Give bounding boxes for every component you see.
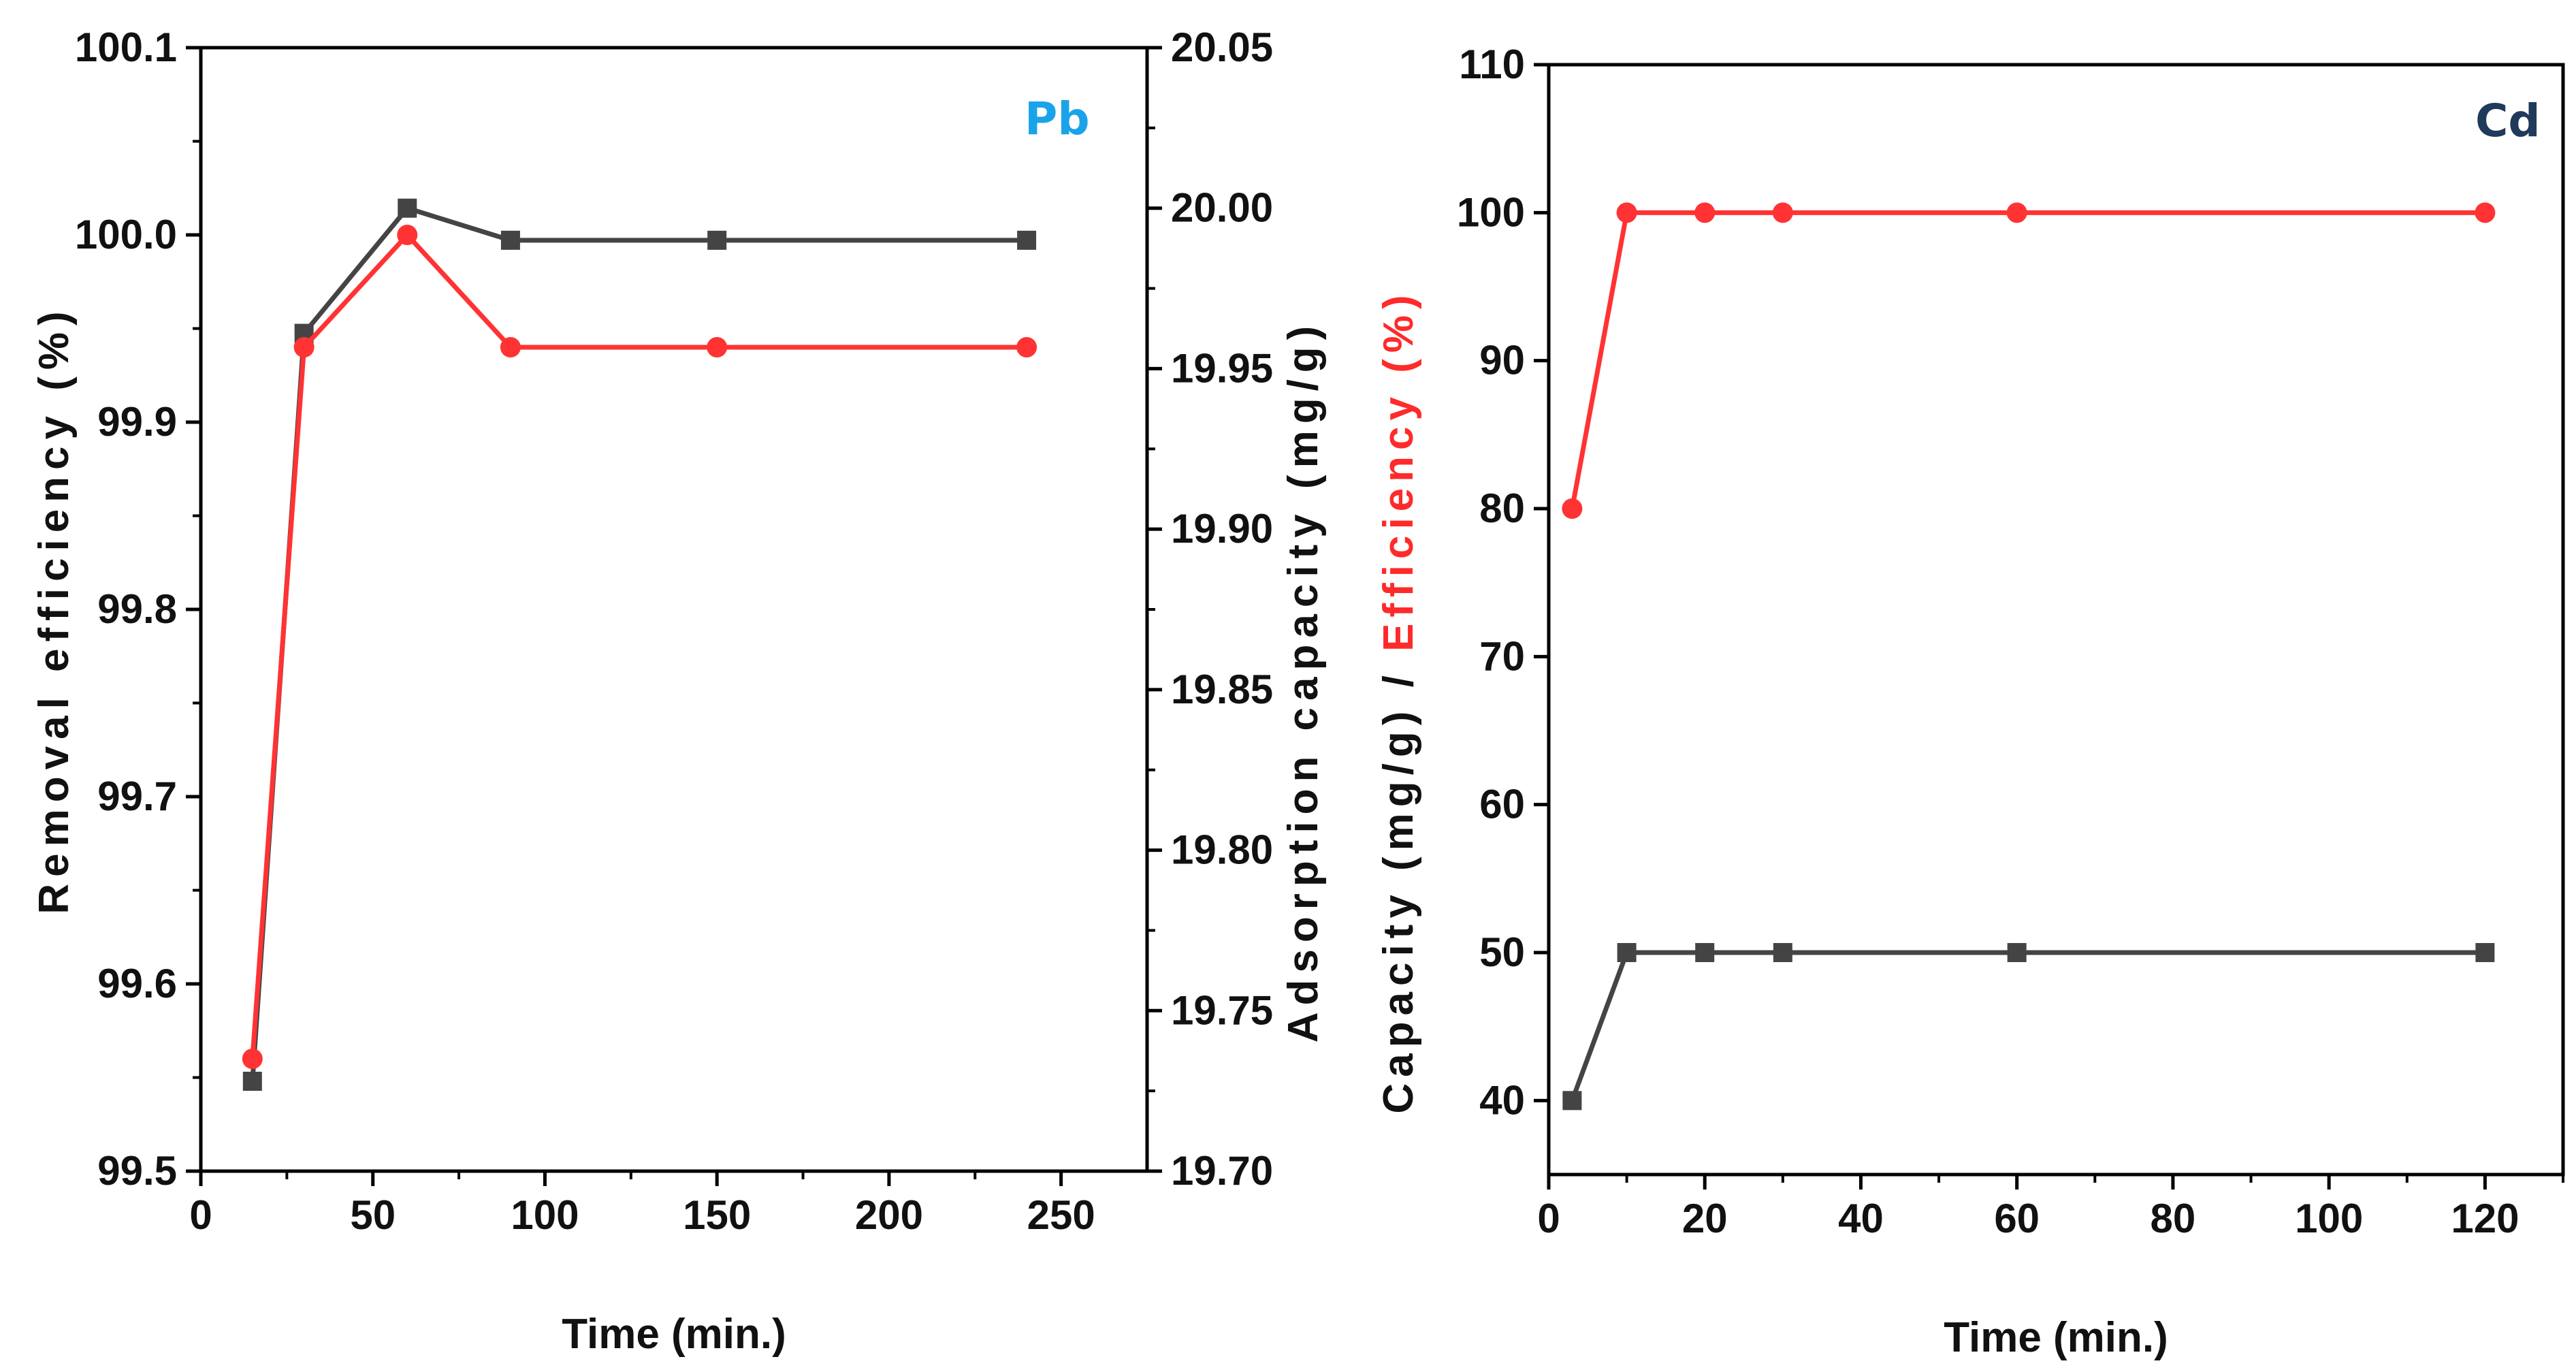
pb-left-tick-label-1: 99.6 bbox=[97, 961, 177, 1006]
pb-left-tick-label-5: 100.0 bbox=[75, 212, 177, 257]
cd-y-tick-label-0: 40 bbox=[1479, 1077, 1525, 1123]
pb-x-tick-label-5: 250 bbox=[1027, 1192, 1095, 1238]
pb-efficiency-point-0 bbox=[242, 1049, 263, 1069]
pb-left-tick-label-3: 99.8 bbox=[97, 586, 177, 632]
cd-capacity-point-4 bbox=[2007, 943, 2027, 962]
cd-x-tick-label-1: 20 bbox=[1682, 1196, 1728, 1241]
cd-series bbox=[1562, 202, 2496, 1111]
cd-y-axis-title: Capacity (mg/g) / Efficiency (%) bbox=[1375, 289, 1422, 1113]
pb-right-tick-label-5: 19.95 bbox=[1171, 345, 1273, 391]
cd-x-tick-label-4: 80 bbox=[2151, 1196, 2196, 1241]
pb-right-tick-label-3: 19.85 bbox=[1171, 667, 1273, 712]
cd-y-tick-label-4: 80 bbox=[1479, 485, 1525, 531]
pb-capacity-point-4 bbox=[707, 230, 727, 250]
cd-capacity-point-3 bbox=[1773, 943, 1792, 962]
cd-efficiency-point-3 bbox=[1772, 202, 1793, 223]
pb-panel-label: Pb bbox=[1025, 93, 1090, 145]
pb-x-tick-label-2: 100 bbox=[511, 1192, 579, 1238]
pb-right-axis-title: Adsorption capacity (mg/g) bbox=[1280, 319, 1327, 1043]
pb-x-tick-label-4: 200 bbox=[855, 1192, 923, 1238]
cd-x-tick-label-6: 120 bbox=[2451, 1196, 2519, 1241]
pb-efficiency-point-1 bbox=[293, 337, 315, 357]
pb-left-tick-label-6: 100.1 bbox=[75, 25, 177, 70]
cd-x-axis-title: Time (min.) bbox=[1944, 1314, 2168, 1361]
pb-x-tick-label-1: 50 bbox=[350, 1192, 396, 1238]
pb-right-tick-label-7: 20.05 bbox=[1171, 25, 1273, 70]
chart-cd: 0 20 40 60 80 100 120 40 50 60 70 80 90 100 110 Cd Tim… bbox=[1375, 42, 2565, 1361]
cd-efficiency-point-5 bbox=[2475, 202, 2496, 223]
pb-right-tick-label-0: 19.70 bbox=[1171, 1148, 1273, 1194]
pb-x-tick-label-3: 150 bbox=[683, 1192, 751, 1238]
cd-y-axis-title-capacity: Capacity (mg/g) / bbox=[1375, 652, 1422, 1114]
pb-right-tick-label-4: 19.90 bbox=[1171, 506, 1273, 552]
cd-efficiency-point-2 bbox=[1694, 202, 1716, 223]
pb-capacity-line bbox=[250, 206, 1027, 1082]
pb-right-tick-label-6: 20.00 bbox=[1171, 185, 1273, 231]
cd-y-tick-label-1: 50 bbox=[1479, 929, 1525, 975]
pb-capacity-point-5 bbox=[1017, 230, 1037, 250]
cd-capacity-point-2 bbox=[1695, 943, 1715, 962]
pb-capacity-point-0 bbox=[242, 1072, 262, 1091]
pb-efficiency-line bbox=[250, 232, 1027, 1059]
pb-x-tick-label-0: 0 bbox=[189, 1192, 212, 1238]
pb-ticks: 0 50 100 150 200 250 99.5 99.6 99.7 99.8 99.9 100.0… bbox=[75, 25, 1273, 1238]
pb-x-axis-title: Time (min.) bbox=[562, 1311, 786, 1358]
cd-y-tick-label-3: 70 bbox=[1479, 633, 1525, 679]
pb-plot-frame bbox=[199, 46, 1149, 1173]
cd-x-tick-label-2: 40 bbox=[1838, 1196, 1884, 1241]
pb-efficiency-point-4 bbox=[707, 337, 728, 357]
pb-right-tick-label-2: 19.80 bbox=[1171, 827, 1273, 873]
pb-efficiency-point-5 bbox=[1016, 337, 1037, 357]
cd-y-tick-label-6: 100 bbox=[1457, 189, 1525, 235]
cd-x-tick-label-0: 0 bbox=[1537, 1196, 1560, 1241]
pb-left-tick-label-0: 99.5 bbox=[97, 1148, 177, 1194]
cd-capacity-point-0 bbox=[1562, 1091, 1582, 1111]
chart-pb: 0 50 100 150 200 250 99.5 99.6 99.7 99.8 99.9 100.0… bbox=[31, 25, 1327, 1358]
pb-capacity-point-3 bbox=[500, 230, 520, 250]
pb-efficiency-point-3 bbox=[500, 337, 521, 357]
cd-capacity-point-5 bbox=[2475, 943, 2495, 962]
cd-y-tick-label-2: 60 bbox=[1479, 782, 1525, 827]
cd-panel-label: Cd bbox=[2475, 95, 2541, 147]
cd-y-axis-title-efficiency: Efficiency (%) bbox=[1375, 289, 1422, 652]
cd-efficiency-line bbox=[1569, 210, 2485, 509]
pb-efficiency-point-2 bbox=[397, 225, 418, 245]
cd-efficiency-point-0 bbox=[1562, 498, 1583, 519]
pb-left-axis-title: Removal efficiency (%) bbox=[31, 304, 78, 914]
cd-efficiency-point-4 bbox=[2006, 202, 2027, 223]
cd-capacity-line bbox=[1570, 950, 2485, 1102]
cd-efficiency-point-1 bbox=[1616, 202, 1637, 223]
cd-x-tick-label-3: 60 bbox=[1994, 1196, 2040, 1241]
cd-x-tick-label-5: 100 bbox=[2295, 1196, 2363, 1241]
pb-series bbox=[242, 198, 1037, 1091]
cd-y-tick-label-7: 110 bbox=[1459, 42, 1525, 87]
cd-y-tick-label-5: 90 bbox=[1479, 338, 1525, 383]
pb-left-tick-label-4: 99.9 bbox=[97, 399, 177, 445]
pb-capacity-point-2 bbox=[398, 198, 417, 218]
cd-ticks: 0 20 40 60 80 100 120 40 50 60 70 80 90 100 110 bbox=[1457, 42, 2564, 1241]
cd-plot-frame bbox=[1547, 63, 2565, 1177]
pb-left-tick-label-2: 99.7 bbox=[97, 773, 177, 819]
pb-right-tick-label-1: 19.75 bbox=[1171, 987, 1273, 1033]
cd-capacity-point-1 bbox=[1617, 943, 1637, 962]
